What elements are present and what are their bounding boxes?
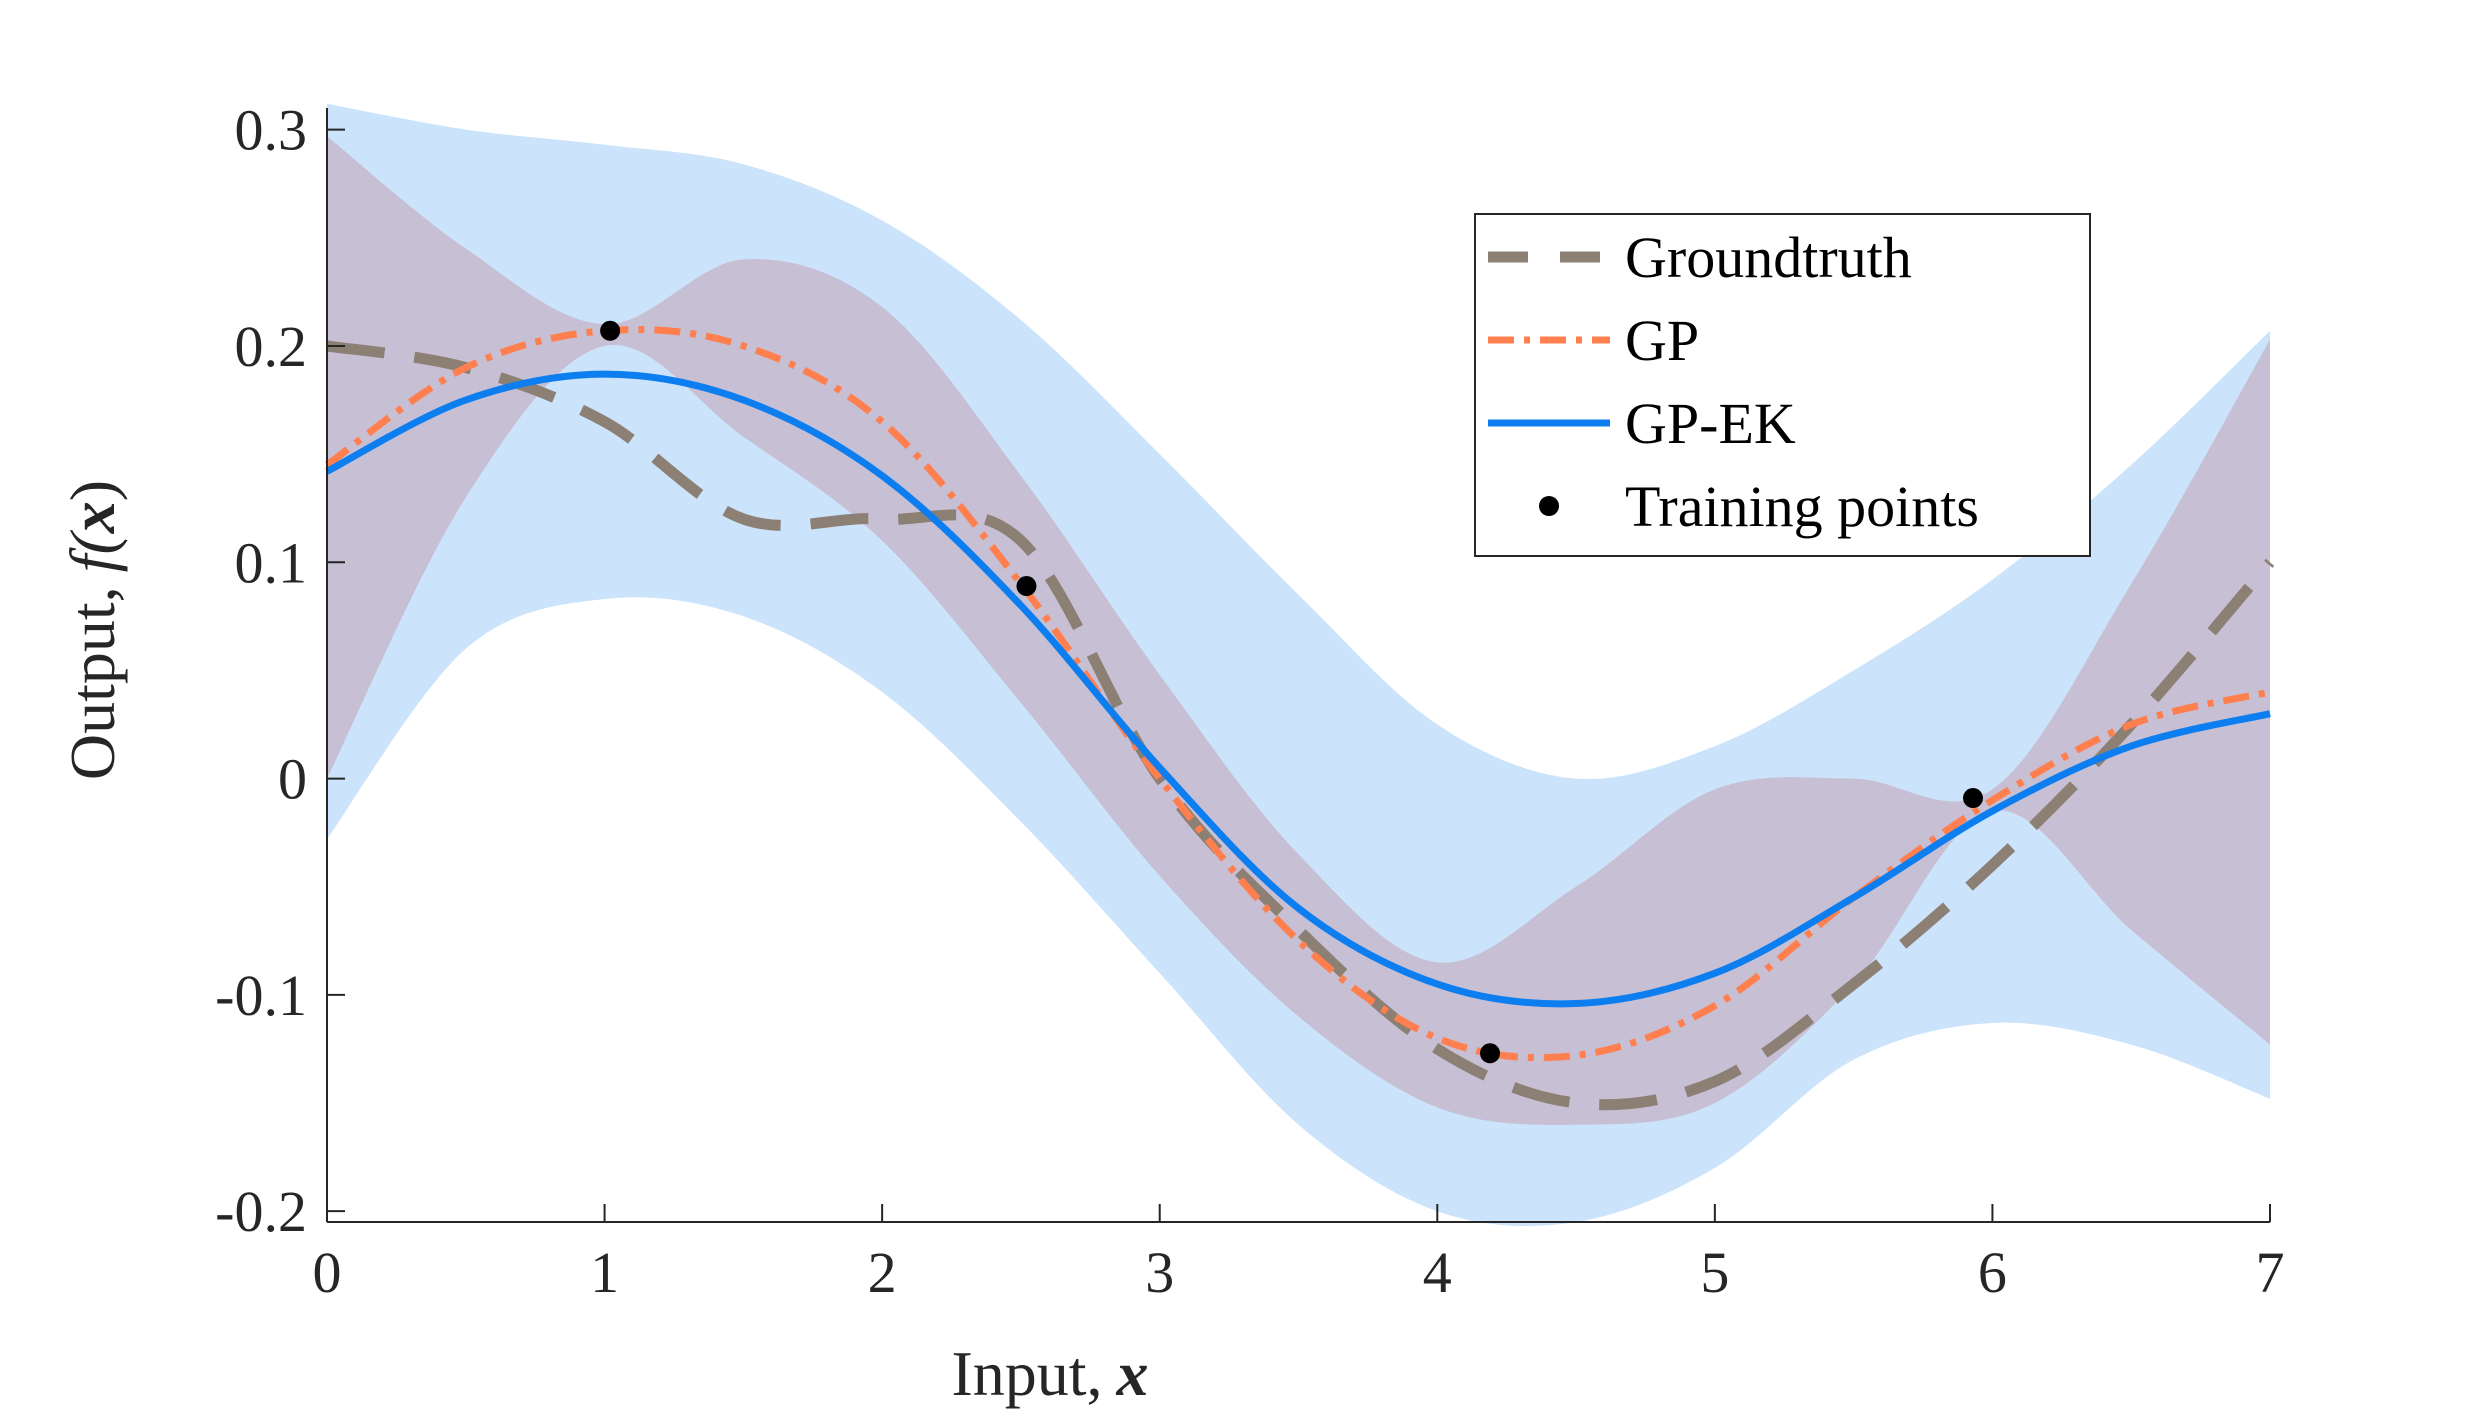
x-tick-label: 3 — [1145, 1240, 1174, 1305]
y-tick-label: 0.1 — [235, 530, 308, 595]
legend: Groundtruth GP GP-EK Training points — [1474, 213, 2091, 557]
axes — [326, 108, 2271, 1223]
x-tick-label: 5 — [1700, 1240, 1729, 1305]
legend-label: Training points — [1625, 474, 1979, 539]
legend-label: GP — [1625, 308, 1699, 373]
series-line-groundtruth — [326, 340, 2275, 1111]
training-point — [1962, 788, 1983, 809]
legend-label: Groundtruth — [1625, 225, 1912, 290]
legend-box — [1474, 213, 2091, 557]
x-tick-label: 1 — [590, 1240, 619, 1305]
gp-confidence-band — [327, 136, 2270, 1125]
training-point — [1016, 576, 1037, 597]
x-tick-label: 0 — [313, 1240, 342, 1305]
y-tick-label: -0.2 — [215, 1179, 307, 1244]
series-lines — [324, 320, 2275, 1111]
y-tick-label: 0 — [278, 747, 307, 812]
y-tick-label: -0.1 — [215, 963, 307, 1028]
series-line-gp-ek — [325, 370, 2271, 1008]
x-tick-label: 2 — [868, 1240, 897, 1305]
training-point — [1480, 1043, 1501, 1064]
x-axis-title: Input, x — [951, 1338, 1148, 1409]
confidence-bands — [327, 103, 2270, 1227]
training-point — [600, 320, 621, 341]
legend-label: GP-EK — [1625, 391, 1796, 456]
series-line-gp — [324, 326, 2271, 1062]
y-axis-title: Output,f(x) — [57, 480, 128, 780]
x-tick-label: 6 — [1978, 1240, 2007, 1305]
x-tick-label: 7 — [2256, 1240, 2285, 1305]
tick-labels: 0 1 2 3 4 5 6 7 -0.2 -0.1 0 0.1 0.2 0.3 — [215, 98, 2284, 1305]
y-tick-label: 0.2 — [235, 314, 308, 379]
y-tick-label: 0.3 — [235, 98, 308, 163]
legend-marker-training-points — [1539, 496, 1559, 516]
x-tick-label: 4 — [1423, 1240, 1452, 1305]
